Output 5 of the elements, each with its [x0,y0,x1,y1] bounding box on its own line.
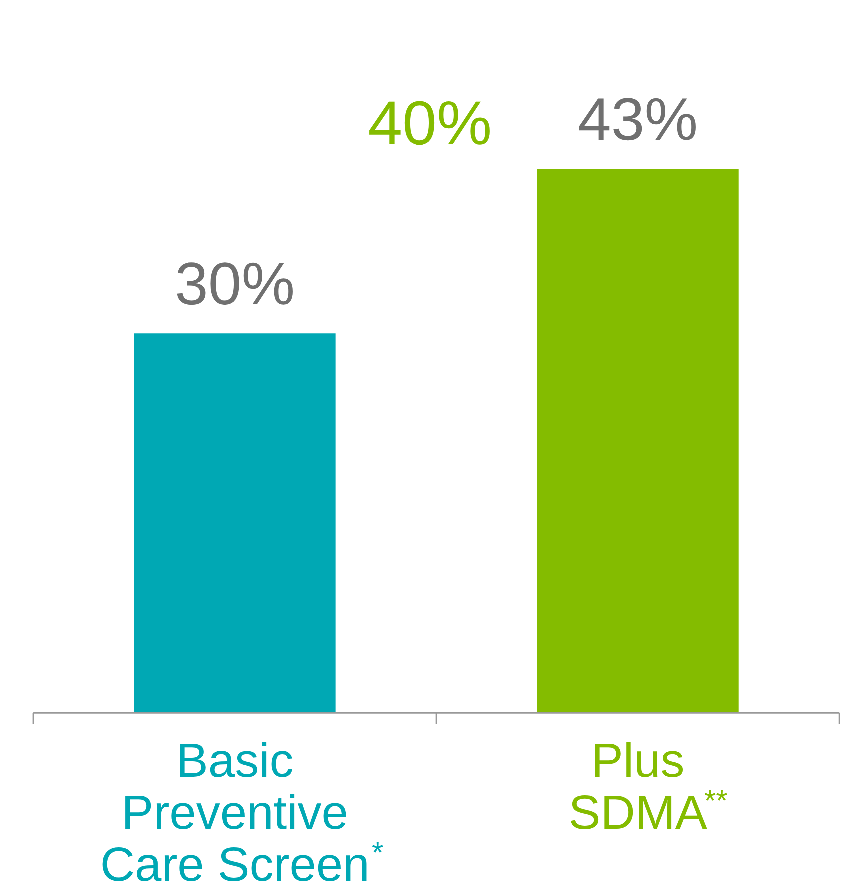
x-tick-label: Plus SDMA** [568,734,728,840]
text: 40% [368,89,492,158]
x-tick-label: Basic Preventive Care Screen* [100,734,384,890]
data-label: 43% [578,86,698,153]
data-label: 30% [175,250,296,318]
